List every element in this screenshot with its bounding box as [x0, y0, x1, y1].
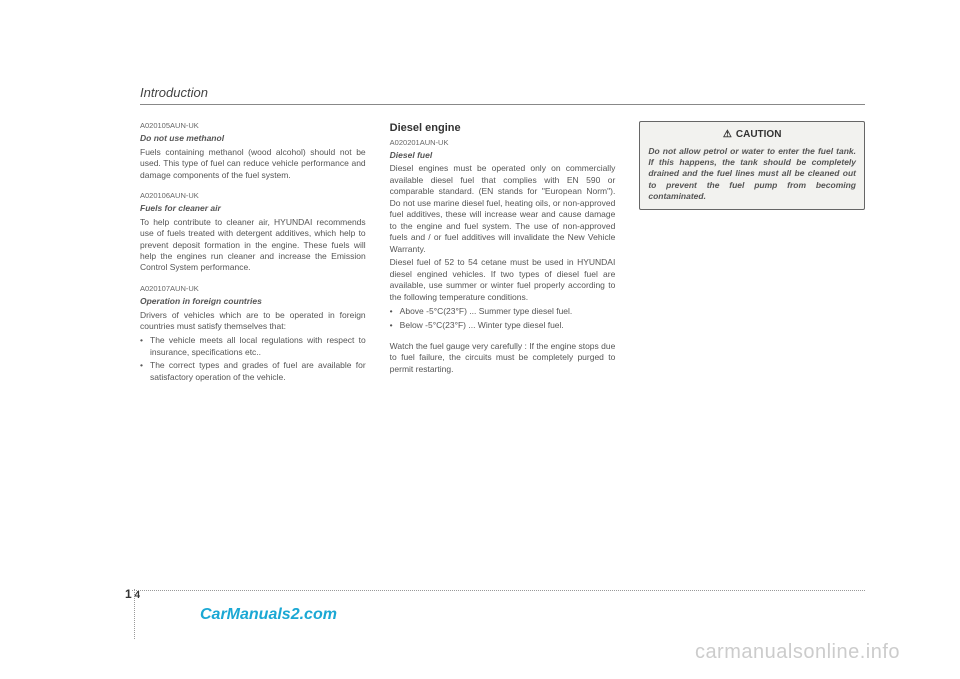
bullet-list: Above -5°C(23°F) ... Summer type diesel … — [390, 306, 616, 331]
column-1: A020105AUN-UK Do not use methanol Fuels … — [140, 121, 366, 385]
caution-title: CAUTION — [648, 128, 856, 142]
page-header: Introduction — [140, 85, 865, 105]
list-item: The correct types and grades of fuel are… — [140, 360, 366, 383]
page-number: 1 4 — [125, 587, 140, 601]
page-container: Introduction A020105AUN-UK Do not use me… — [0, 0, 960, 679]
body-text: Watch the fuel gauge very carefully : If… — [390, 341, 616, 375]
watermark-carmanualsonline: carmanualsonline.info — [695, 641, 900, 664]
page-number-value: 4 — [134, 590, 140, 601]
column-2: Diesel engine A020201AUN-UK Diesel fuel … — [390, 121, 616, 385]
content-columns: A020105AUN-UK Do not use methanol Fuels … — [140, 121, 865, 385]
watermark-carmanuals2: CarManuals2.com — [200, 606, 337, 624]
subhead: Operation in foreign countries — [140, 296, 366, 307]
caution-text: Do not allow petrol or water to enter th… — [648, 146, 856, 203]
list-item: The vehicle meets all local regulations … — [140, 335, 366, 358]
body-text: Diesel engines must be operated only on … — [390, 163, 616, 255]
list-item: Above -5°C(23°F) ... Summer type diesel … — [390, 306, 616, 317]
subhead: Fuels for cleaner air — [140, 203, 366, 214]
column-3: CAUTION Do not allow petrol or water to … — [639, 121, 865, 385]
subhead: Do not use methanol — [140, 133, 366, 144]
list-item: Below -5°C(23°F) ... Winter type diesel … — [390, 320, 616, 331]
subhead: Diesel fuel — [390, 150, 616, 161]
section-number: 1 — [125, 587, 132, 601]
caution-box: CAUTION Do not allow petrol or water to … — [639, 121, 865, 210]
body-text: Drivers of vehicles which are to be oper… — [140, 310, 366, 333]
body-text: Diesel fuel of 52 to 54 cetane must be u… — [390, 257, 616, 303]
bullet-list: The vehicle meets all local regulations … — [140, 335, 366, 383]
footer-rule — [132, 590, 865, 591]
body-text: Fuels containing methanol (wood alcohol)… — [140, 147, 366, 181]
doc-code: A020106AUN-UK — [140, 191, 366, 201]
doc-code: A020107AUN-UK — [140, 284, 366, 294]
doc-code: A020105AUN-UK — [140, 121, 366, 131]
doc-code: A020201AUN-UK — [390, 138, 616, 148]
body-text: To help contribute to cleaner air, HYUND… — [140, 217, 366, 274]
section-heading: Diesel engine — [390, 121, 616, 136]
